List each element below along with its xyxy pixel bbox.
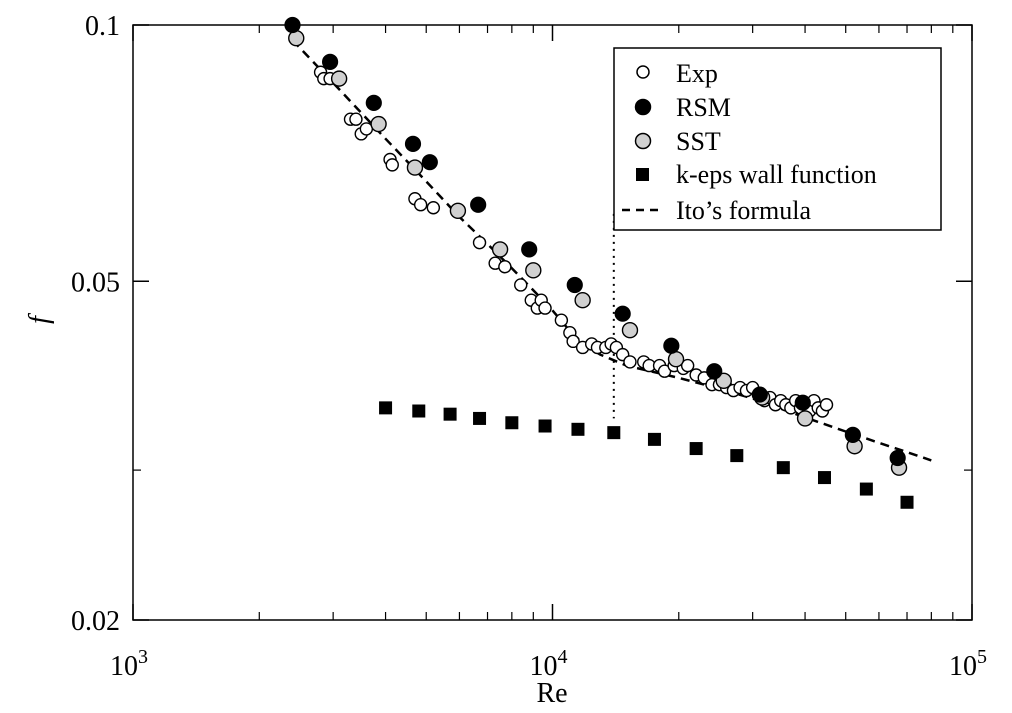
exp-point: [349, 112, 363, 126]
sst-point: [667, 350, 685, 368]
keps-point: [730, 449, 744, 463]
exp-point: [623, 355, 637, 369]
keps-point: [473, 411, 487, 425]
rsm-point: [844, 426, 861, 443]
legend-box: [613, 47, 942, 231]
sst-point: [491, 241, 509, 258]
legend: Exp RSM SST k-eps wall function Ito’s fo…: [613, 47, 942, 231]
rsm-point: [404, 135, 422, 152]
rsm-point: [663, 337, 680, 354]
data-series: [284, 16, 932, 509]
sst-point: [406, 159, 424, 176]
keps-point: [647, 432, 661, 446]
sst-point: [370, 115, 387, 133]
y-tick-label: 0.1: [85, 11, 120, 42]
legend-marker-exp: [636, 65, 650, 79]
axis-ticks: [132, 24, 973, 621]
y-axis-label: f: [24, 313, 55, 324]
keps-point: [817, 471, 831, 485]
x-tick-label-exponent: 3: [138, 646, 148, 668]
legend-label-rsm: RSM: [676, 93, 731, 122]
exp-point: [426, 201, 441, 215]
rsm-point: [706, 363, 723, 380]
rsm-point: [751, 386, 768, 403]
rsm-point: [566, 276, 583, 294]
exp-point: [472, 235, 487, 250]
rsm-point: [421, 154, 438, 171]
exp-point: [498, 260, 512, 274]
sst-point: [621, 321, 639, 339]
exp-point: [566, 334, 580, 349]
keps-point: [379, 401, 393, 415]
keps-point: [571, 422, 585, 436]
sst-point: [715, 372, 732, 389]
x-tick-label-exponent: 5: [977, 646, 987, 668]
rsm-point: [614, 305, 631, 322]
sst-point: [449, 202, 467, 219]
rsm-point: [284, 16, 301, 34]
keps-point: [505, 416, 519, 430]
sst-point: [525, 262, 542, 279]
x-axis-label: Re: [536, 678, 567, 709]
keps-point: [412, 404, 426, 418]
rsm-point: [321, 53, 339, 71]
axis-tick-labels: 103 104 105 0.1 0.05 0.02: [71, 11, 987, 682]
keps-point: [859, 482, 873, 496]
x-tick-label: 103: [110, 646, 148, 682]
legend-marker-sst: [634, 132, 652, 150]
legend-label-keps: k-eps wall function: [676, 160, 877, 189]
rsm-point: [794, 394, 811, 411]
legend-label-exp: Exp: [676, 59, 718, 88]
rsm-point: [521, 241, 538, 258]
rsm-point: [365, 94, 382, 112]
keps-point: [900, 495, 914, 509]
x-tick-label: 105: [949, 646, 987, 682]
keps-point: [443, 407, 457, 421]
keps-point: [607, 426, 621, 440]
exp-point: [385, 158, 399, 172]
legend-label-ito: Ito’s formula: [676, 196, 811, 225]
sst-point: [796, 410, 814, 427]
legend-marker-keps: [636, 168, 649, 181]
legend-marker-rsm: [634, 98, 652, 116]
y-tick-label: 0.02: [71, 606, 120, 637]
keps-point: [689, 442, 703, 456]
exp-point: [680, 358, 695, 373]
sst-point: [574, 292, 591, 309]
x-tick-label: 104: [530, 646, 568, 682]
keps-point: [776, 461, 790, 475]
y-tick-label: 0.05: [71, 267, 120, 298]
exp-point: [554, 313, 569, 327]
x-tick-label-exponent: 4: [558, 646, 568, 668]
exp-point: [413, 198, 428, 212]
rsm-point: [889, 449, 906, 467]
keps-point: [538, 419, 552, 433]
rsm-point: [470, 196, 487, 213]
exp-point: [819, 398, 834, 412]
legend-label-sst: SST: [676, 127, 721, 156]
sst-point: [330, 70, 348, 87]
exp-point: [538, 301, 552, 315]
exp-point: [514, 278, 528, 292]
